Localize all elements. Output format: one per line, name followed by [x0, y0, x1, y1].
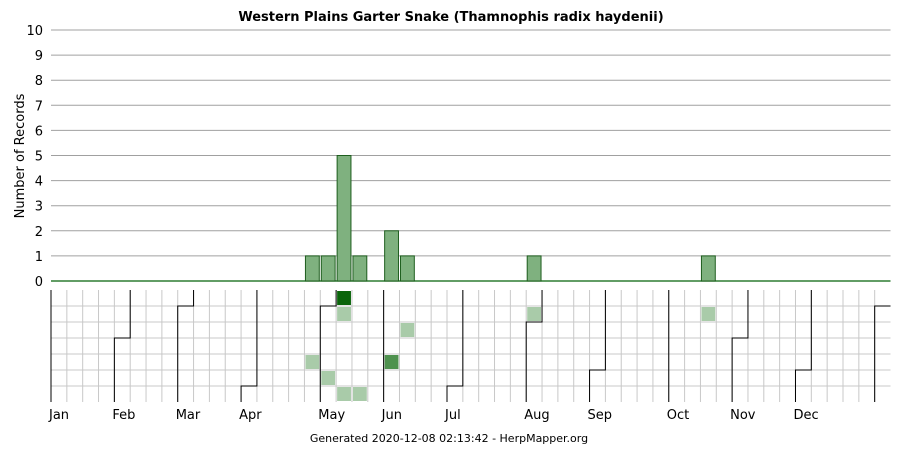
calendar-background	[51, 290, 891, 402]
month-label: Mar	[176, 408, 201, 423]
month-boundary	[731, 290, 749, 402]
y-tick-label: 8	[35, 74, 43, 89]
month-boundary	[446, 290, 464, 402]
month-label: Nov	[730, 408, 756, 423]
bar	[304, 255, 320, 282]
y-tick-label: 3	[35, 200, 43, 215]
y-tick-label: 10	[26, 24, 43, 39]
y-tick-label: 1	[35, 250, 43, 265]
y-tick-label: 6	[35, 124, 43, 139]
y-tick-label: 5	[35, 150, 43, 165]
y-axis-label: Number of Records	[13, 93, 28, 218]
y-tick-label: 4	[35, 175, 43, 190]
month-boundary	[319, 290, 337, 402]
bar	[399, 255, 415, 282]
calendar-cell	[701, 307, 716, 321]
calendar-heatmap	[50, 290, 891, 402]
calendar-cell	[321, 371, 336, 385]
calendar-cell	[337, 387, 351, 401]
y-tick-labels: 0 1 2 3 4 5 6 7 8 9 10	[26, 24, 43, 290]
month-label: May	[318, 408, 345, 423]
month-label: Oct	[667, 408, 689, 423]
y-tick-label: 9	[35, 49, 43, 64]
calendar-cell	[352, 387, 367, 401]
bar	[336, 155, 352, 282]
bar	[526, 255, 542, 282]
y-tick-label: 0	[35, 275, 43, 290]
month-label: Aug	[524, 408, 549, 423]
footer-text: Generated 2020-12-08 02:13:42 - HerpMapp…	[310, 432, 588, 445]
year-end-boundary	[874, 305, 891, 402]
calendar-cell	[384, 355, 399, 369]
month-boundary	[525, 290, 543, 402]
month-label: Feb	[112, 408, 135, 423]
month-boundary	[240, 290, 258, 402]
month-boundary	[177, 290, 195, 402]
calendar-cell	[305, 355, 320, 369]
y-tick-label: 7	[35, 99, 43, 114]
month-label: Jan	[48, 408, 69, 423]
month-label: Dec	[793, 408, 818, 423]
grid-lines	[51, 29, 891, 282]
calendar-cell	[400, 323, 415, 337]
month-labels: Jan Feb Mar Apr May Jun Jul Aug Sep Oct Nov Dec	[48, 408, 819, 423]
bar	[384, 230, 399, 282]
bar	[320, 255, 336, 282]
month-label: Jul	[444, 408, 461, 423]
calendar-cell	[337, 291, 351, 305]
y-tick-label: 2	[35, 225, 43, 240]
month-boundary	[794, 290, 812, 402]
calendar-cell	[527, 307, 542, 321]
month-label: Sep	[588, 408, 613, 423]
chart-title: Western Plains Garter Snake (Thamnophis …	[238, 10, 663, 25]
month-boundary	[589, 290, 606, 402]
month-label: Jun	[381, 408, 402, 423]
calendar-cell	[337, 307, 351, 321]
month-label: Apr	[239, 408, 262, 423]
bars	[304, 155, 716, 282]
bar	[700, 255, 716, 282]
month-boundary	[113, 290, 131, 402]
bar	[352, 255, 368, 282]
